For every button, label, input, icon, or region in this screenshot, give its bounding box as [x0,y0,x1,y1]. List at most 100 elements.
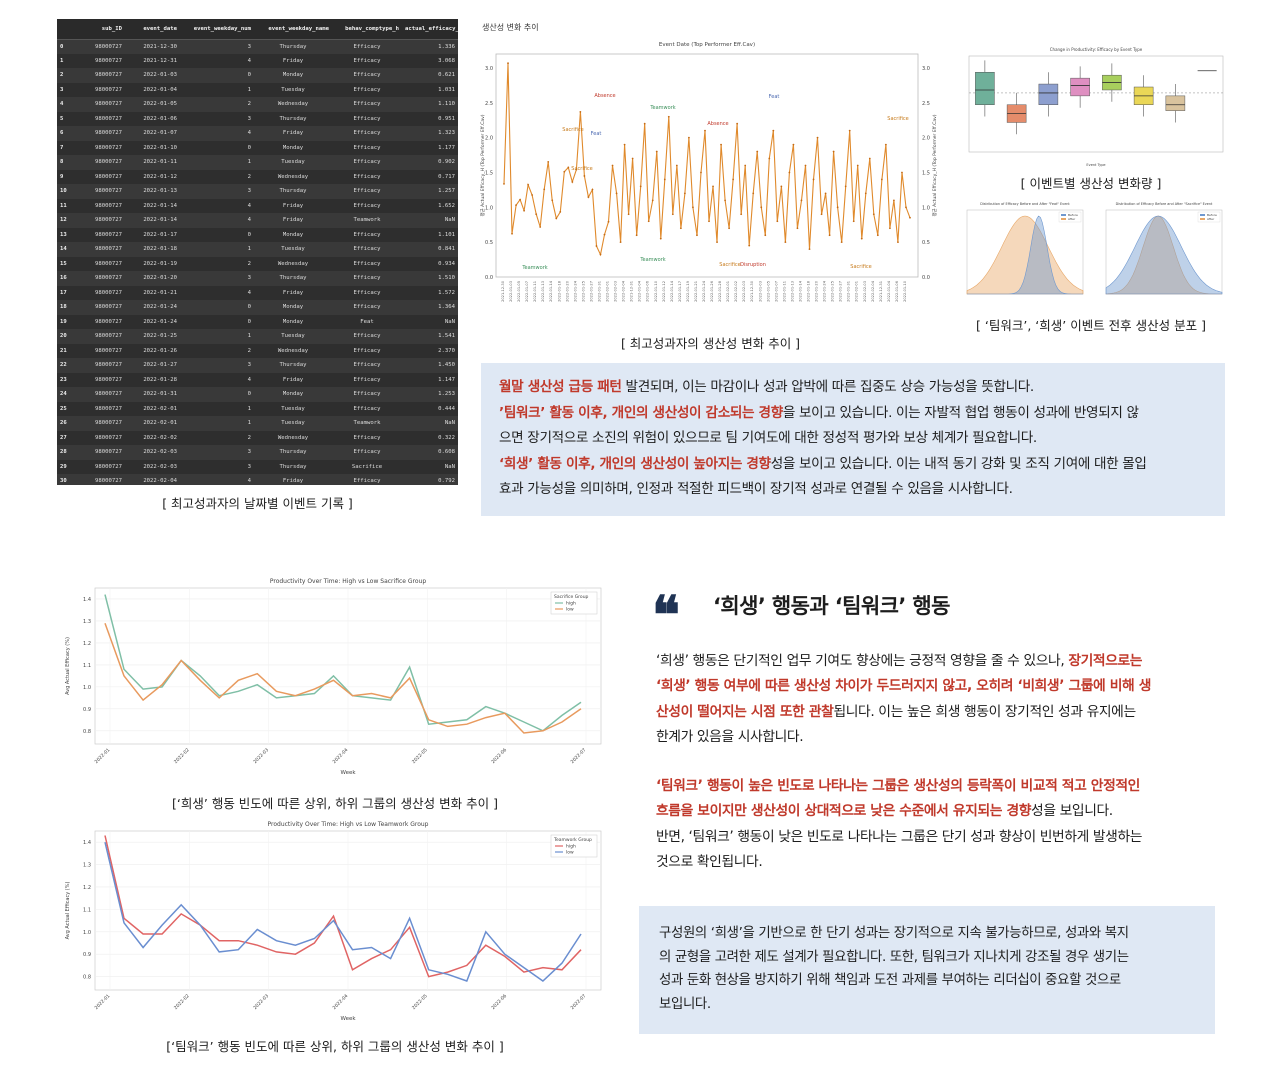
table-cell: 2 [180,97,254,112]
chart-title: Productivity Over Time: High vs Low Sacr… [270,578,426,585]
table-cell: 1.031 [402,82,458,97]
x-tick-label: 2022-03 [252,993,270,1011]
table-cell: 2022-01-04 [125,82,180,97]
legend-swatch-after [1200,218,1205,220]
x-tick-label: 2022-01-18 [807,280,811,302]
data-point [611,164,614,167]
table-cell: Efficacy [332,111,402,126]
data-point [619,241,622,244]
data-point [800,199,803,202]
table-cell: 4 [180,474,254,485]
table-cell: 98000727 [75,198,125,213]
y-tick-label: 2.5 [485,101,493,107]
data-point [840,241,843,244]
para1-line1-highlight: 장기적으로는 [1068,653,1143,669]
x-tick-label: 2021-12-30 [501,280,505,302]
data-point [720,143,722,146]
plot-frame [968,55,1224,153]
data-point [804,164,807,167]
table-cell: 2 [57,68,75,83]
table-cell: 2022-02-01 [125,416,180,431]
teamwork-chart-caption: [‘팀워크’ 행동 빈도에 따른 상위, 하위 그룹의 생산성 변화 추이 ] [166,1039,504,1054]
table-header-cell: sub_ID [75,19,125,40]
table-cell: 98000727 [75,416,125,431]
table-cell: NaN [402,416,458,431]
table-cell: 98000727 [75,97,125,112]
box [1038,83,1059,105]
data-point [507,62,509,65]
table-cell: 0.841 [402,242,458,257]
para2-line3: 반면, ‘팀워크’ 행동이 낮은 빈도로 나타나는 그룹은 단기 성과 향상이 … [656,828,1143,845]
event-annotation: Absence [594,93,615,99]
table-row: 6 98000727 2022-01-07 4 Friday Efficacy 1.323 [57,126,458,141]
table-cell: 1.336 [402,39,458,54]
x-tick-label: 2022-01-05 [766,281,770,302]
y-tick-label-right: 2.5 [922,101,930,107]
x-tick-label: 2022-01-20 [815,280,819,302]
y-tick-label: 0.9 [83,952,91,958]
legend-swatch-before [1200,214,1205,216]
data-point [812,178,815,181]
y-tick-label: 1.3 [83,619,91,625]
y-tick-label: 1.1 [83,907,91,913]
table-cell: 5 [57,111,75,126]
recommendation-line-3: 성과 둔화 현상을 방지하기 위해 책임과 도전 과제를 부여하는 리더십이 중… [659,973,1121,988]
x-tick-label: 2022-01-28 [718,280,722,302]
table-cell: 26 [57,416,75,431]
data-point [599,253,602,256]
x-tick-label: 2022-06 [490,993,508,1011]
table-cell: 1.652 [402,198,458,213]
table-cell: 2021-12-30 [125,39,180,54]
table-cell: Wednesday [254,97,332,112]
table-cell: Efficacy [332,227,402,242]
table-cell: 30 [57,474,75,485]
x-tick-label: 2022-02-03 [863,281,867,302]
x-tick-label: 2022-01-11 [782,281,786,302]
x-tick-label: 2022-05 [411,993,429,1011]
table-cell: 22 [57,358,75,373]
para1-line4: 한계가 있음을 시사합니다. [656,728,804,745]
x-tick-label: 2022-01-07 [774,281,778,302]
series-line-high [104,835,582,978]
table-cell: 98000727 [75,256,125,271]
y-tick-label: 1.4 [83,597,91,603]
x-tick-label: 2022-01-19 [686,280,690,302]
table-cell: Tuesday [254,416,332,431]
y-tick-label: 2.0 [485,136,493,142]
data-point [740,213,743,216]
data-point [659,237,662,240]
y-axis-label: Avg Actual Efficacy (%) [65,882,71,940]
table-cell: 2022-02-04 [125,474,180,485]
table-cell: Efficacy [332,343,402,358]
table-cell: 2022-01-27 [125,358,180,373]
data-point [647,220,650,223]
table-cell: Friday [254,198,332,213]
table-cell: Sacrifice [332,459,402,474]
table-cell: 98000727 [75,358,125,373]
event-annotation: Absence [707,121,728,127]
x-tick-label: 2022-01-06 [895,280,899,302]
data-point [515,204,517,207]
table-cell: Wednesday [254,169,332,184]
feat-density-chart: Distribution of Efficacy Before and Afte… [966,202,1084,295]
y-tick-label-right: 0.0 [922,275,930,281]
table-row: 5 98000727 2022-01-06 3 Thursday Efficacy 0.95… [57,111,458,126]
data-point [716,241,718,244]
table-cell: 2022-01-12 [125,169,180,184]
table-cell: 98000727 [75,242,125,257]
data-point [724,199,726,202]
table-cell: 0 [57,39,75,54]
table-cell: Thursday [254,271,332,286]
x-tick-label: 2022-01-03 [758,281,762,302]
para1-line3-text: 됩니다. 이는 높은 희생 행동이 장기적인 성과 유지에는 [833,703,1136,720]
table-cell: 2022-02-03 [125,445,180,460]
table-row: 25 98000727 2022-02-01 1 Tuesday Efficacy 0.44… [57,401,458,416]
data-point [848,129,851,132]
data-point [828,234,831,237]
y-tick-label: 1.0 [83,685,91,691]
x-tick-label: 2022-01-12 [662,281,666,302]
para1-line2: ‘희생’ 행동 여부에 따른 생산성 차이가 두드러지지 않고, 오히려 ‘비희… [656,678,1152,695]
x-tick-label: 2022-04 [332,993,350,1011]
data-point [683,192,686,195]
data-point [889,227,891,230]
